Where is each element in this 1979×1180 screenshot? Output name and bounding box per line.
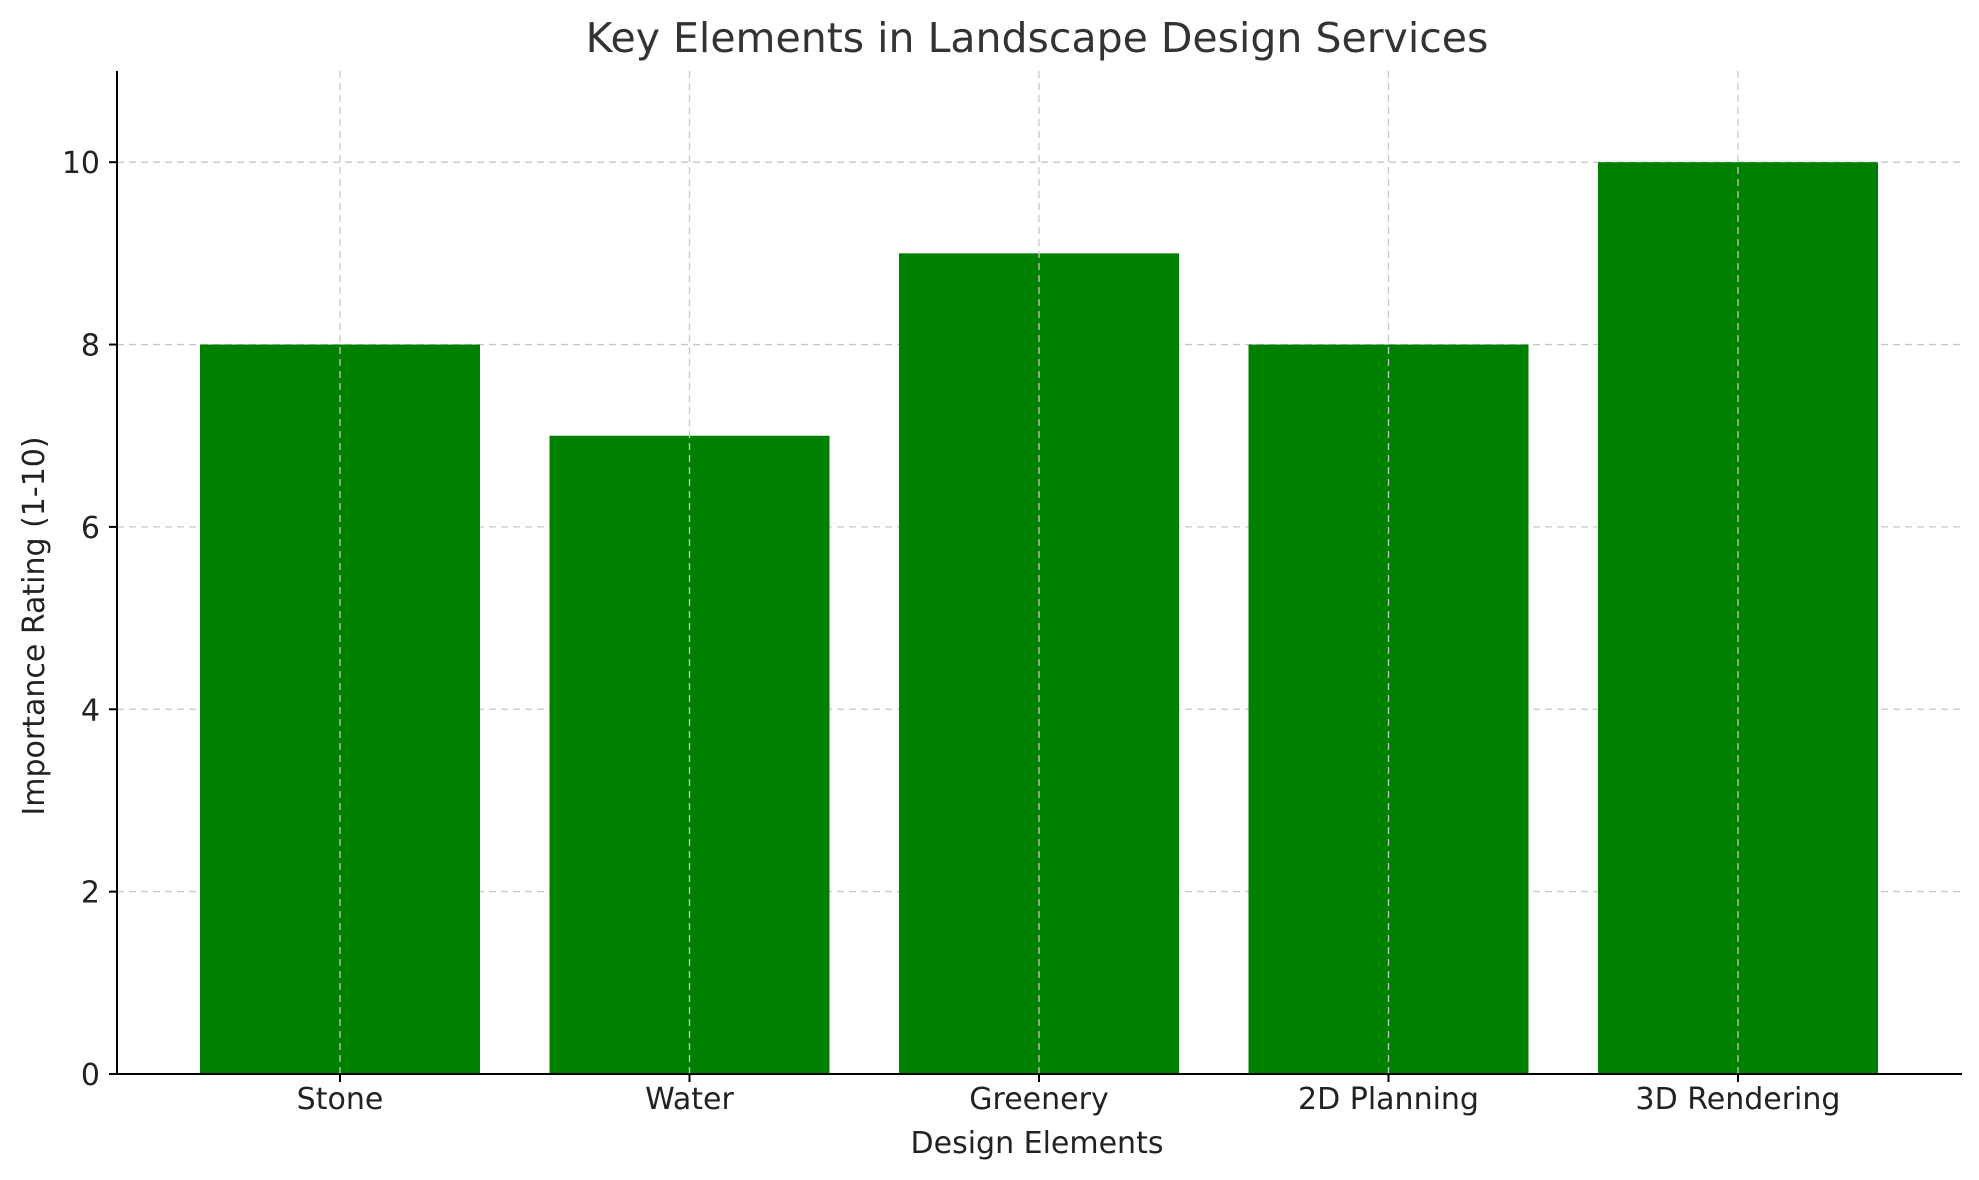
y-axis-label: Importance Rating (1-10) <box>17 436 52 815</box>
x-tick-label: 3D Rendering <box>1636 1082 1841 1117</box>
y-axis-ticks: 0 2 4 6 8 10 <box>62 146 117 1093</box>
x-tick-label: Water <box>645 1082 734 1117</box>
x-axis-label: Design Elements <box>911 1126 1164 1161</box>
y-tick-label: 0 <box>81 1058 100 1093</box>
y-tick-label: 4 <box>81 693 100 728</box>
x-axis-ticks: Stone Water Greenery 2D Planning 3D Renderin… <box>297 1074 1841 1117</box>
y-tick-label: 6 <box>81 511 100 546</box>
y-tick-label: 8 <box>81 329 100 364</box>
y-tick-label: 2 <box>81 876 100 911</box>
chart-title: Key Elements in Landscape Design Service… <box>586 14 1489 62</box>
x-tick-label: Stone <box>297 1082 384 1117</box>
y-tick-label: 10 <box>62 146 100 181</box>
x-tick-label: Greenery <box>969 1082 1108 1117</box>
x-tick-label: 2D Planning <box>1298 1082 1479 1117</box>
